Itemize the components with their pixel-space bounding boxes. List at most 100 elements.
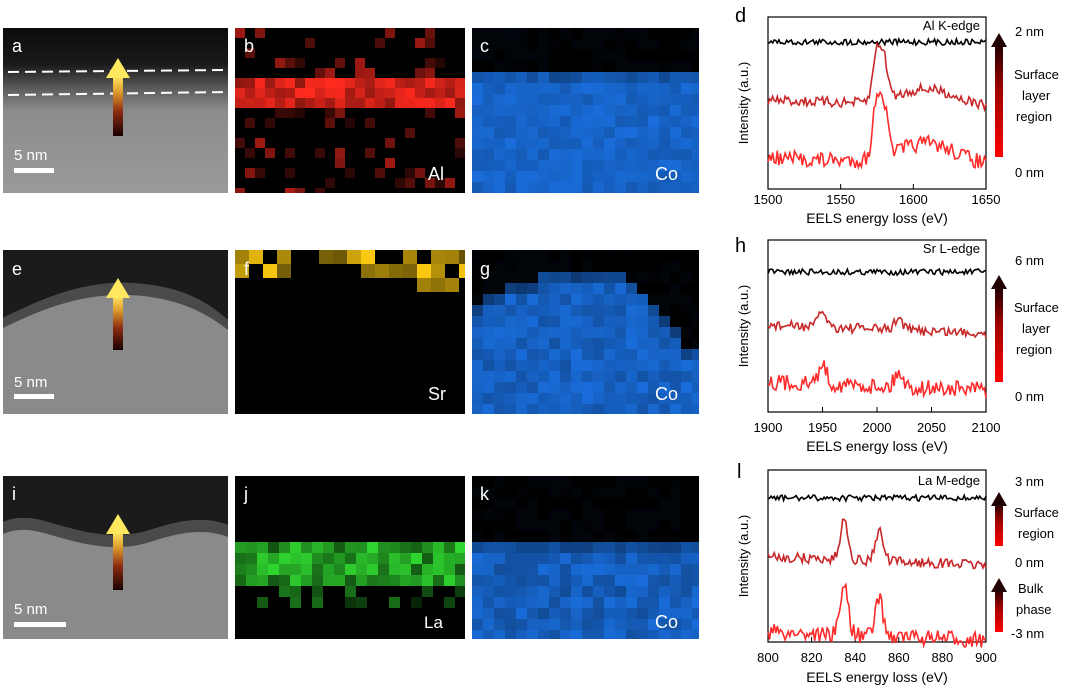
edge-label: La M-edge [918,473,980,488]
scale-bar-label: 5 nm [14,601,47,618]
x-axis-label: EELS energy loss (eV) [806,669,948,685]
spectrum-trace-2 [767,518,987,571]
colorbar-label-2: region [1018,526,1054,541]
x-tick-labels: 800 820 840 860 880 900 [757,637,997,665]
spectrum-trace-3 [767,582,986,649]
colorbar-label-3: region [1016,109,1052,124]
element-label-co: Co [655,384,678,404]
y-axis-label: Intensity (a.u.) [736,285,751,367]
x-tick-label: 800 [757,650,779,665]
panel-letter-a: a [12,36,23,56]
panel-letter-i: i [12,484,16,504]
spectrum-trace-2 [767,41,987,113]
colorbar-label-phase: phase [1016,602,1051,617]
spectrum-trace-3 [767,360,987,399]
panel-f-sr-map: f Sr [235,250,465,414]
element-label-co: Co [655,612,678,632]
x-tick-label: 820 [801,650,823,665]
element-label-la: La [424,613,443,632]
colorbar-label-3: region [1016,342,1052,357]
panel-a-haadf: a 5 nm [3,28,229,193]
x-axis-label: EELS energy loss (eV) [806,210,948,226]
x-tick-label: 1650 [972,192,1001,207]
scale-bar [14,168,54,173]
co-eels-map [472,28,699,193]
scale-bar-label: 5 nm [14,147,47,164]
panel-g-co-map: g Co [472,250,699,414]
x-tick-label: 1950 [808,420,837,435]
x-tick-label: 1900 [754,420,783,435]
element-label-al: Al [428,164,444,184]
scale-bar-label: 5 nm [14,374,47,391]
colorbar: 3 nm Surface region 0 nm Bulk phase -3 n… [991,474,1059,641]
colorbar-bottom-label: -3 nm [1011,626,1044,641]
spectrum-trace-1 [767,493,987,504]
colorbar-mid-label: 0 nm [1015,555,1044,570]
x-tick-label: 860 [888,650,910,665]
x-tick-label: 1500 [754,192,783,207]
co-eels-map [472,250,699,414]
colorbar: 2 nm Surface layer region 0 nm [991,24,1059,180]
colorbar-label-1: Surface [1014,300,1059,315]
spectrum-traces [767,493,987,649]
scan-direction-arrow [106,514,130,590]
x-tick-label: 1550 [826,192,855,207]
panel-letter-g: g [480,259,490,279]
colorbar-bottom-label: 0 nm [1015,389,1044,404]
spectrum-traces [767,267,987,399]
spectrum-trace-1 [767,267,987,277]
panel-k-co-map: k Co [472,476,699,639]
colorbar-label-2: layer [1022,321,1051,336]
panel-d-al-spectrum: d Al K-edge Intensity (a.u.) EELS energy… [735,5,1059,226]
panel-letter-d: d [735,5,746,27]
x-tick-label: 880 [932,650,954,665]
panel-letter-k: k [480,484,490,504]
x-tick-label: 2100 [972,420,1001,435]
panel-letter-f: f [244,259,250,279]
panel-e-haadf: e 5 nm [3,250,228,414]
colorbar-label-1: Surface [1014,505,1059,520]
colorbar: 6 nm Surface layer region 0 nm [991,253,1059,404]
panel-b-al-map: b Al [235,28,465,193]
row-3: i 5 nm j La k Co l La M-edge Intensity (… [3,461,1059,685]
panel-letter-h: h [735,235,746,257]
colorbar-label-2: layer [1022,88,1051,103]
x-tick-label: 900 [975,650,997,665]
scale-bar [14,622,66,627]
row-2: e 5 nm f Sr g Co h Sr L-edge Intensity (… [3,235,1059,454]
edge-label: Al K-edge [923,18,980,33]
x-tick-labels: 1900 1950 2000 2050 2100 [754,407,1001,435]
x-axis-label: EELS energy loss (eV) [806,438,948,454]
panel-j-la-map: j La [235,476,465,639]
scan-direction-arrow [106,278,130,350]
panel-letter-e: e [12,259,22,279]
sr-eels-map [235,250,465,292]
plot-frame [767,469,987,643]
co-eels-map [472,476,699,639]
spectrum-trace-3 [767,90,987,171]
x-tick-label: 840 [844,650,866,665]
row-1: a 5 nm b Al c Co d Al K-edge Intensity (… [3,5,1059,226]
spectrum-trace-1 [767,36,987,47]
panel-i-haadf: i 5 nm [3,476,228,639]
la-eels-map [235,542,465,608]
colorbar-label-1: Surface [1014,67,1059,82]
x-tick-labels: 1500 1550 1600 1650 [754,184,1001,207]
colorbar-top-label: 3 nm [1015,474,1044,489]
panel-letter-l: l [737,461,741,483]
x-tick-label: 1600 [899,192,928,207]
colorbar-top-label: 6 nm [1015,253,1044,268]
spectrum-traces [767,36,987,171]
colorbar-top-label: 2 nm [1015,24,1044,39]
al-eels-map [235,28,465,193]
element-label-sr: Sr [428,384,446,404]
x-tick-label: 2050 [917,420,946,435]
panel-c-co-map: c Co [472,28,699,193]
y-axis-label: Intensity (a.u.) [736,515,751,597]
x-tick-label: 2000 [863,420,892,435]
scan-direction-arrow [106,58,130,136]
spectrum-trace-2 [767,310,987,339]
edge-label: Sr L-edge [923,241,980,256]
panel-h-sr-spectrum: h Sr L-edge Intensity (a.u.) EELS energy… [735,235,1059,454]
colorbar-label-bulk: Bulk [1018,581,1044,596]
